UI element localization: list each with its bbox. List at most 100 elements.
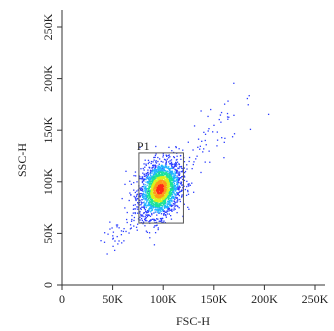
data-point (181, 170, 184, 172)
data-point (170, 180, 172, 182)
data-point (160, 177, 163, 179)
y-axis-label: SSC-H (15, 143, 29, 177)
data-point (149, 173, 151, 175)
data-point (248, 95, 250, 97)
data-point (164, 202, 167, 205)
data-point (174, 188, 176, 190)
data-point (112, 238, 114, 240)
data-point (144, 187, 147, 189)
data-point (170, 191, 172, 194)
data-point (141, 176, 144, 179)
gate-p1-rectangle[interactable] (138, 152, 184, 224)
data-point (142, 215, 144, 218)
data-point (143, 218, 146, 221)
data-point (142, 194, 145, 196)
data-point (131, 218, 133, 221)
data-point (155, 171, 157, 173)
data-point (144, 178, 146, 180)
data-point (174, 173, 176, 175)
data-point (226, 116, 229, 118)
data-point (146, 200, 148, 202)
data-point (159, 207, 162, 210)
data-point (154, 169, 156, 172)
data-point (147, 169, 149, 171)
data-point (145, 190, 147, 193)
data-point (161, 180, 163, 182)
data-point (170, 218, 173, 220)
data-point (171, 170, 173, 172)
data-point (137, 202, 139, 204)
data-point (112, 245, 114, 247)
data-point (200, 110, 202, 112)
data-point (165, 167, 167, 169)
data-point (146, 182, 149, 184)
data-point (163, 220, 165, 222)
data-point (158, 204, 160, 206)
data-point (169, 183, 171, 185)
data-point (176, 201, 178, 203)
data-point (159, 196, 162, 199)
data-point (154, 156, 156, 158)
data-point (184, 170, 187, 173)
data-point (142, 193, 145, 195)
data-point (173, 177, 176, 179)
data-point (164, 202, 167, 204)
data-point (151, 198, 153, 200)
data-point (163, 170, 165, 172)
data-point (177, 181, 179, 184)
data-point (149, 189, 151, 192)
data-point (148, 187, 150, 190)
data-point (138, 204, 141, 206)
data-point (166, 181, 168, 183)
data-point (170, 185, 172, 187)
data-point (227, 100, 229, 102)
data-point (160, 167, 163, 169)
data-point (172, 167, 174, 170)
data-point (157, 168, 159, 170)
data-point (169, 163, 171, 165)
data-point (173, 209, 175, 211)
data-point (134, 197, 136, 199)
data-point (162, 209, 164, 211)
data-point (151, 177, 154, 179)
data-point (142, 183, 145, 185)
data-point (157, 197, 159, 200)
data-point (175, 159, 178, 161)
data-point (157, 173, 160, 175)
data-point (158, 166, 161, 168)
data-point (149, 192, 151, 194)
data-point (170, 192, 172, 195)
data-point (155, 208, 157, 210)
data-point (173, 188, 175, 190)
data-point (169, 156, 171, 158)
data-point (168, 207, 170, 210)
y-tick-label: 150K (41, 117, 55, 144)
data-point (164, 214, 167, 216)
data-point (175, 169, 178, 171)
data-point (178, 174, 180, 176)
data-point (168, 185, 171, 187)
data-point (157, 182, 160, 184)
data-point (169, 200, 172, 202)
data-point (147, 173, 149, 175)
data-point (175, 161, 177, 164)
data-point (152, 204, 154, 206)
data-point (144, 197, 146, 199)
data-point (154, 190, 156, 192)
data-point (159, 187, 161, 189)
data-point (152, 166, 154, 168)
data-point (159, 171, 161, 174)
data-point (147, 176, 149, 178)
data-point (150, 204, 152, 207)
data-point (107, 233, 109, 235)
data-point (134, 171, 137, 173)
data-point (130, 227, 133, 229)
data-point (156, 193, 158, 195)
data-point (157, 186, 159, 188)
data-point (172, 187, 174, 189)
data-point (158, 171, 160, 174)
data-point (170, 173, 172, 175)
data-point (129, 228, 132, 230)
data-point (169, 160, 171, 162)
data-point (163, 190, 166, 192)
